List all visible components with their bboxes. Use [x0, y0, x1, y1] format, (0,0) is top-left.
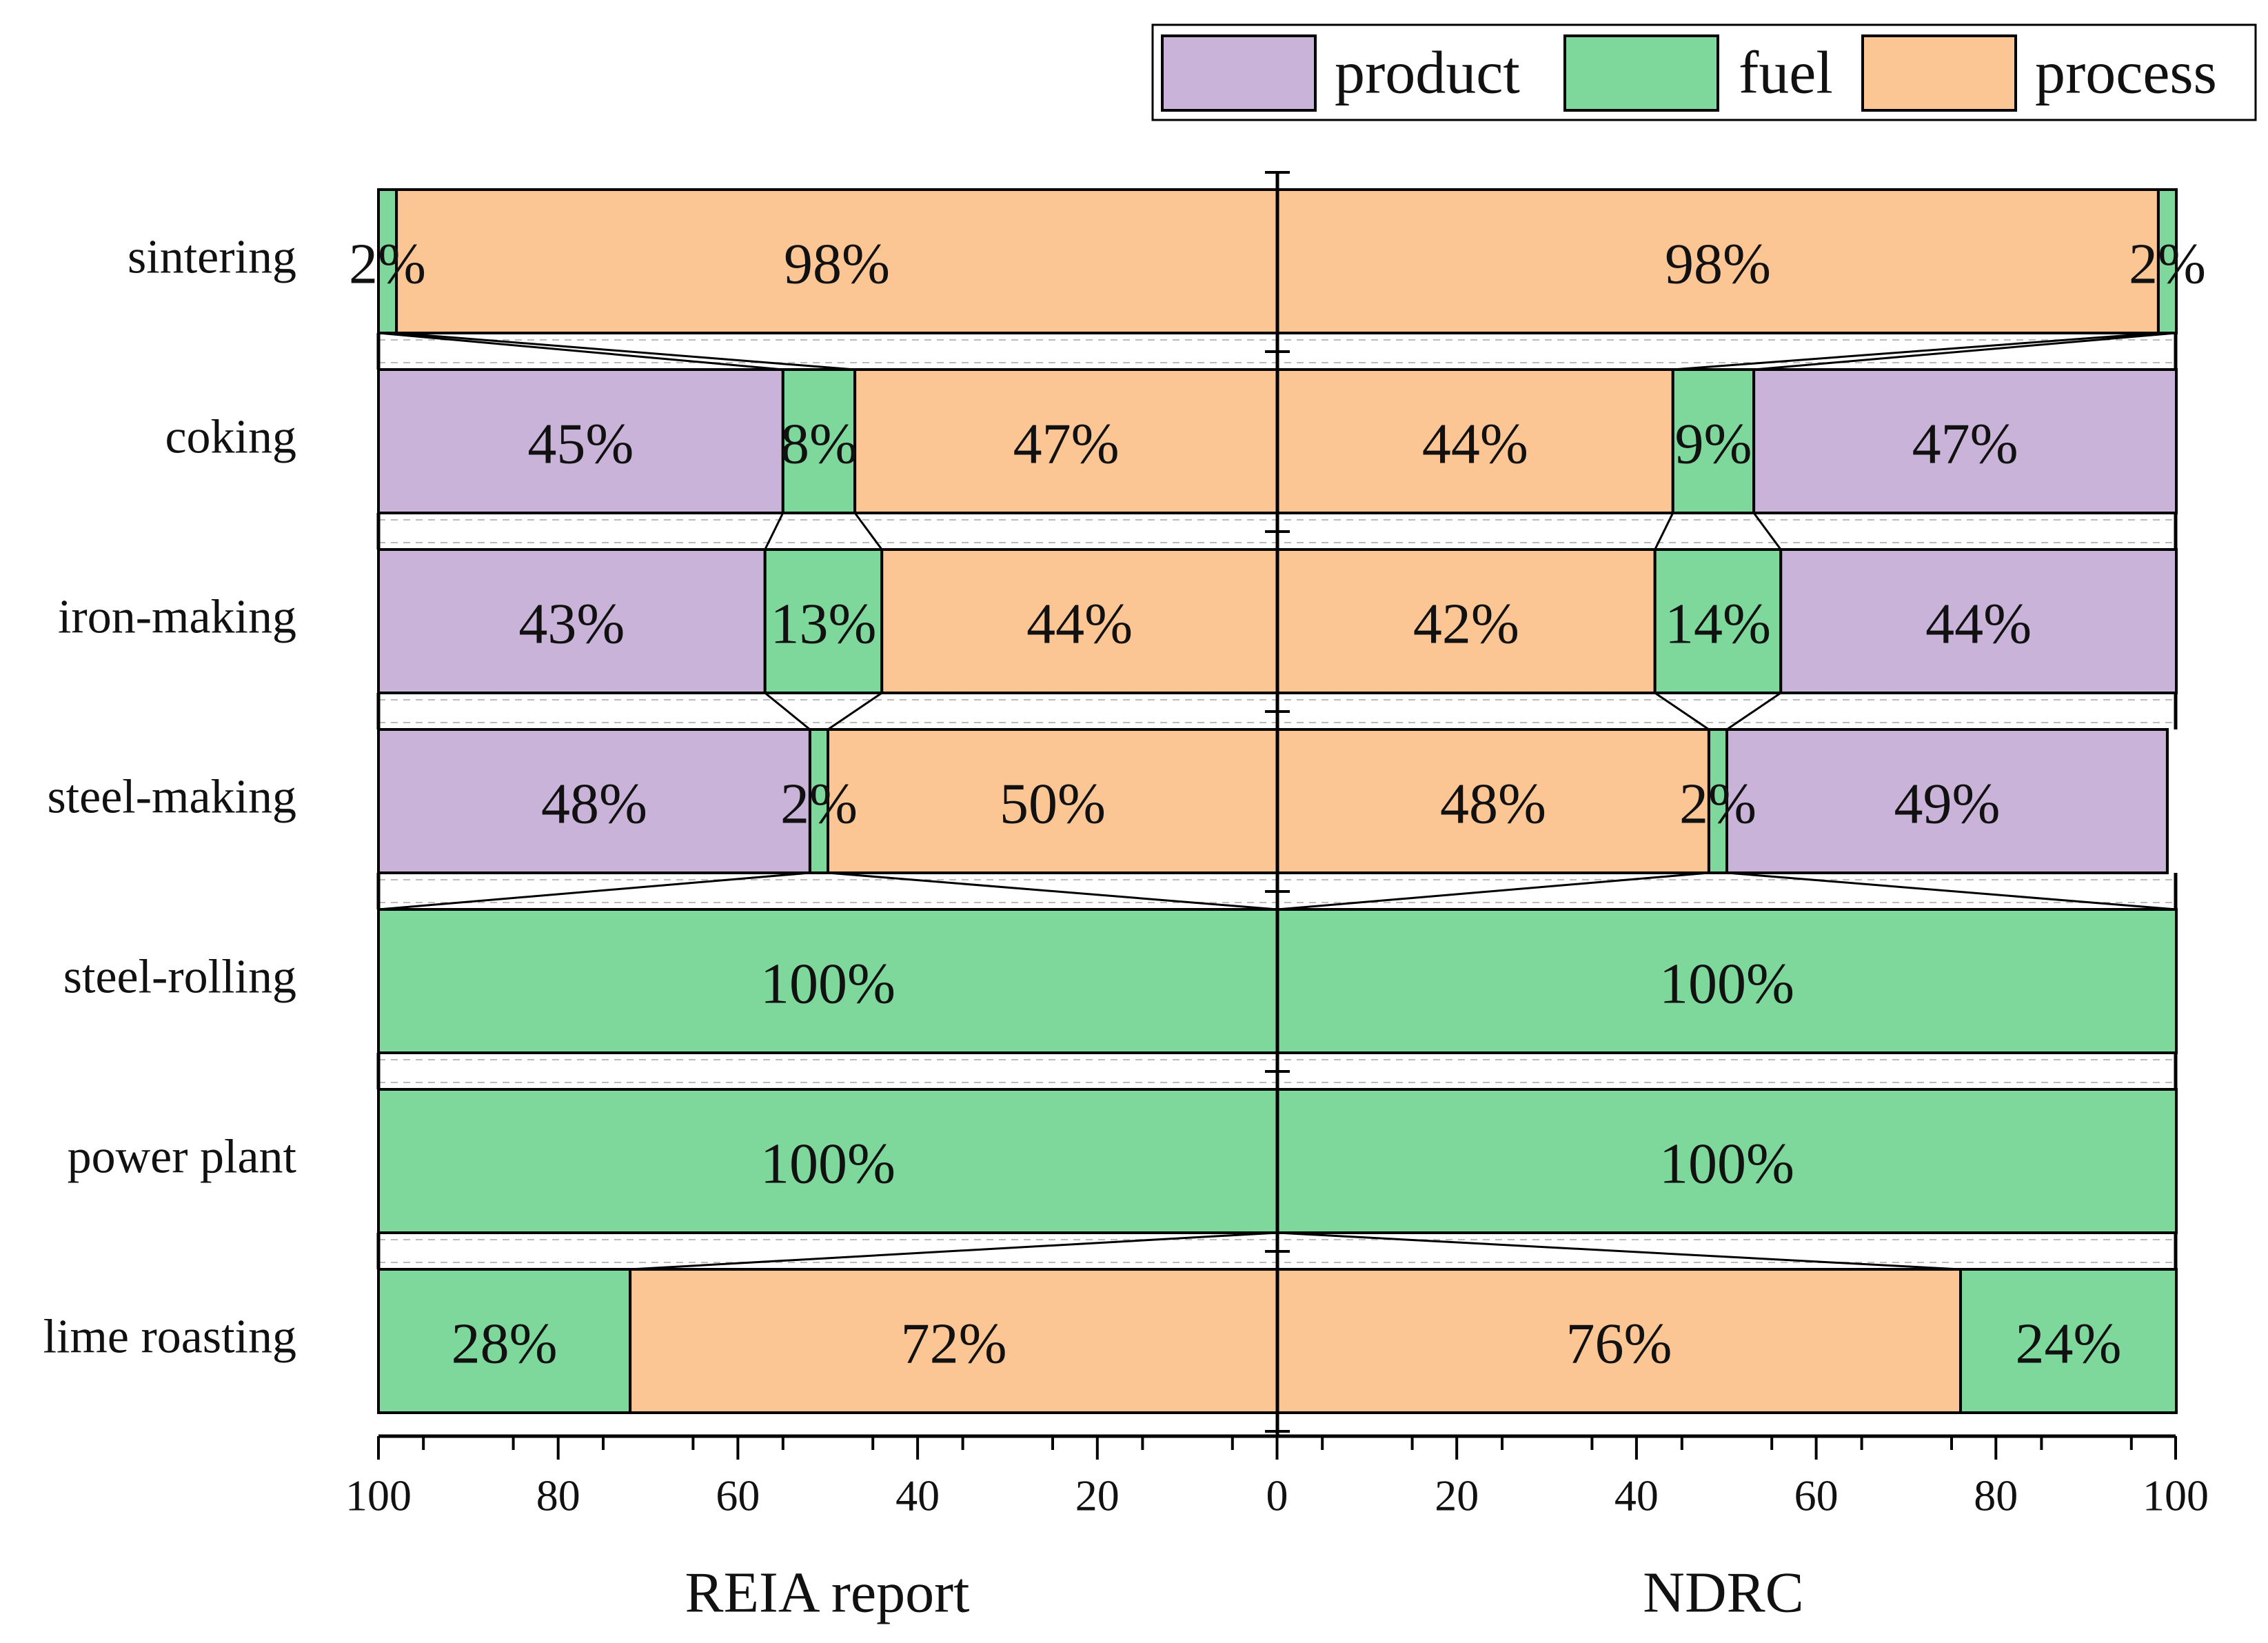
tick-label: 60 — [1794, 1471, 1839, 1520]
fuel-connector — [1651, 692, 1785, 731]
bar-segment-process — [880, 548, 1279, 694]
bar-segment-fuel — [2156, 188, 2178, 334]
data-label: 50% — [1000, 772, 1106, 836]
data-label: 72% — [901, 1312, 1007, 1376]
data-label: 76% — [1566, 1312, 1672, 1376]
bar-segment-fuel — [1276, 1088, 2178, 1234]
legend: product fuel process — [1151, 23, 2257, 121]
tick-label: 100 — [345, 1471, 412, 1520]
data-label: 100% — [760, 952, 895, 1016]
bar-segment-fuel — [1653, 548, 1783, 694]
data-label: 2% — [2129, 232, 2206, 296]
fuel-connector — [1277, 1231, 2178, 1271]
tick-label: 60 — [716, 1471, 760, 1520]
data-label: 98% — [784, 232, 890, 296]
legend-label-fuel: fuel — [1739, 40, 1833, 107]
tick-label: 100 — [2143, 1471, 2209, 1520]
category-label: steel-rolling — [63, 951, 296, 1004]
fuel-connector — [763, 512, 884, 551]
data-label: 13% — [770, 592, 876, 656]
bar-segment-process — [629, 1268, 1279, 1414]
bar-segment-process — [827, 728, 1279, 874]
side-titles: REIA report NDRC — [685, 1561, 1804, 1625]
data-label: 47% — [1013, 412, 1120, 476]
data-label: 2% — [1679, 772, 1756, 836]
bar-segment-product — [1752, 368, 2178, 514]
bar-segment-fuel — [763, 548, 884, 694]
legend-swatch-fuel — [1563, 34, 1719, 112]
category-label: steel-making — [47, 771, 296, 824]
data-label: 2% — [349, 232, 426, 296]
bar-segment-process — [1276, 728, 1710, 874]
fuel-connector — [378, 871, 1278, 911]
tick-label: 20 — [1075, 1471, 1120, 1520]
legend-swatch-process — [1861, 34, 2017, 112]
category-labels: sintering coking iron-making steel-making st… — [43, 231, 297, 1364]
bar-segment-process — [853, 368, 1279, 514]
bar-segment-product — [377, 548, 767, 694]
data-label: 100% — [1659, 952, 1794, 1016]
tick-label: 20 — [1435, 1471, 1479, 1520]
legend-label-product: product — [1335, 40, 1520, 107]
category-label: iron-making — [58, 591, 296, 644]
fuel-connector — [1276, 1051, 2178, 1091]
data-label: 43% — [518, 592, 625, 656]
fuel-connector — [1672, 332, 2177, 371]
fuel-connector — [377, 1051, 1279, 1091]
data-label: 24% — [2016, 1312, 2122, 1376]
data-label: 98% — [1665, 232, 1771, 296]
tick-label: 40 — [895, 1471, 940, 1520]
data-label: 8% — [780, 412, 858, 476]
data-label: 44% — [1026, 592, 1133, 656]
data-label: 2% — [780, 772, 858, 836]
data-label: 14% — [1665, 592, 1771, 656]
fuel-connector — [1653, 512, 1783, 551]
category-label: lime roasting — [43, 1311, 296, 1364]
fuel-connector — [1277, 871, 2177, 911]
data-label: 48% — [1440, 772, 1546, 836]
data-label: 100% — [760, 1132, 895, 1196]
legend-swatch-product — [1161, 34, 1317, 112]
data-label: 48% — [541, 772, 647, 836]
bar-segment-fuel — [781, 368, 857, 514]
tick-label: 40 — [1614, 1471, 1659, 1520]
category-label: power plant — [68, 1131, 297, 1184]
category-label: sintering — [128, 231, 296, 284]
data-label: 45% — [527, 412, 634, 476]
data-label: 9% — [1674, 412, 1752, 476]
data-label: 100% — [1659, 1132, 1794, 1196]
legend-label-process: process — [2035, 40, 2217, 107]
segment-labels: 2% 98% 45% 8% 47% 43% 13% 44% 48% 2% 50% 100% 100% 28… — [349, 232, 2206, 1376]
side-title-right: NDRC — [1643, 1561, 1803, 1625]
fuel-connector — [378, 332, 855, 371]
tick-label: 80 — [1974, 1471, 2018, 1520]
data-label: 49% — [1894, 772, 2000, 836]
data-label: 44% — [1422, 412, 1528, 476]
tick-label: 80 — [536, 1471, 580, 1520]
category-label: coking — [165, 411, 296, 464]
tick-label: 0 — [1266, 1471, 1288, 1520]
fuel-connector — [762, 692, 886, 731]
bar-segments — [377, 188, 2178, 1414]
data-label: 42% — [1413, 592, 1519, 656]
data-label: 28% — [452, 1312, 558, 1376]
data-label: 44% — [1925, 592, 2032, 656]
bar-segment-product — [1725, 728, 2169, 874]
bar-segment-process — [395, 188, 1279, 334]
data-label: 47% — [1912, 412, 2018, 476]
side-title-left: REIA report — [685, 1561, 970, 1625]
fuel-connector — [377, 1231, 1278, 1271]
x-axis: 100 80 60 40 20 0 20 40 60 80 100 — [345, 171, 2209, 1520]
